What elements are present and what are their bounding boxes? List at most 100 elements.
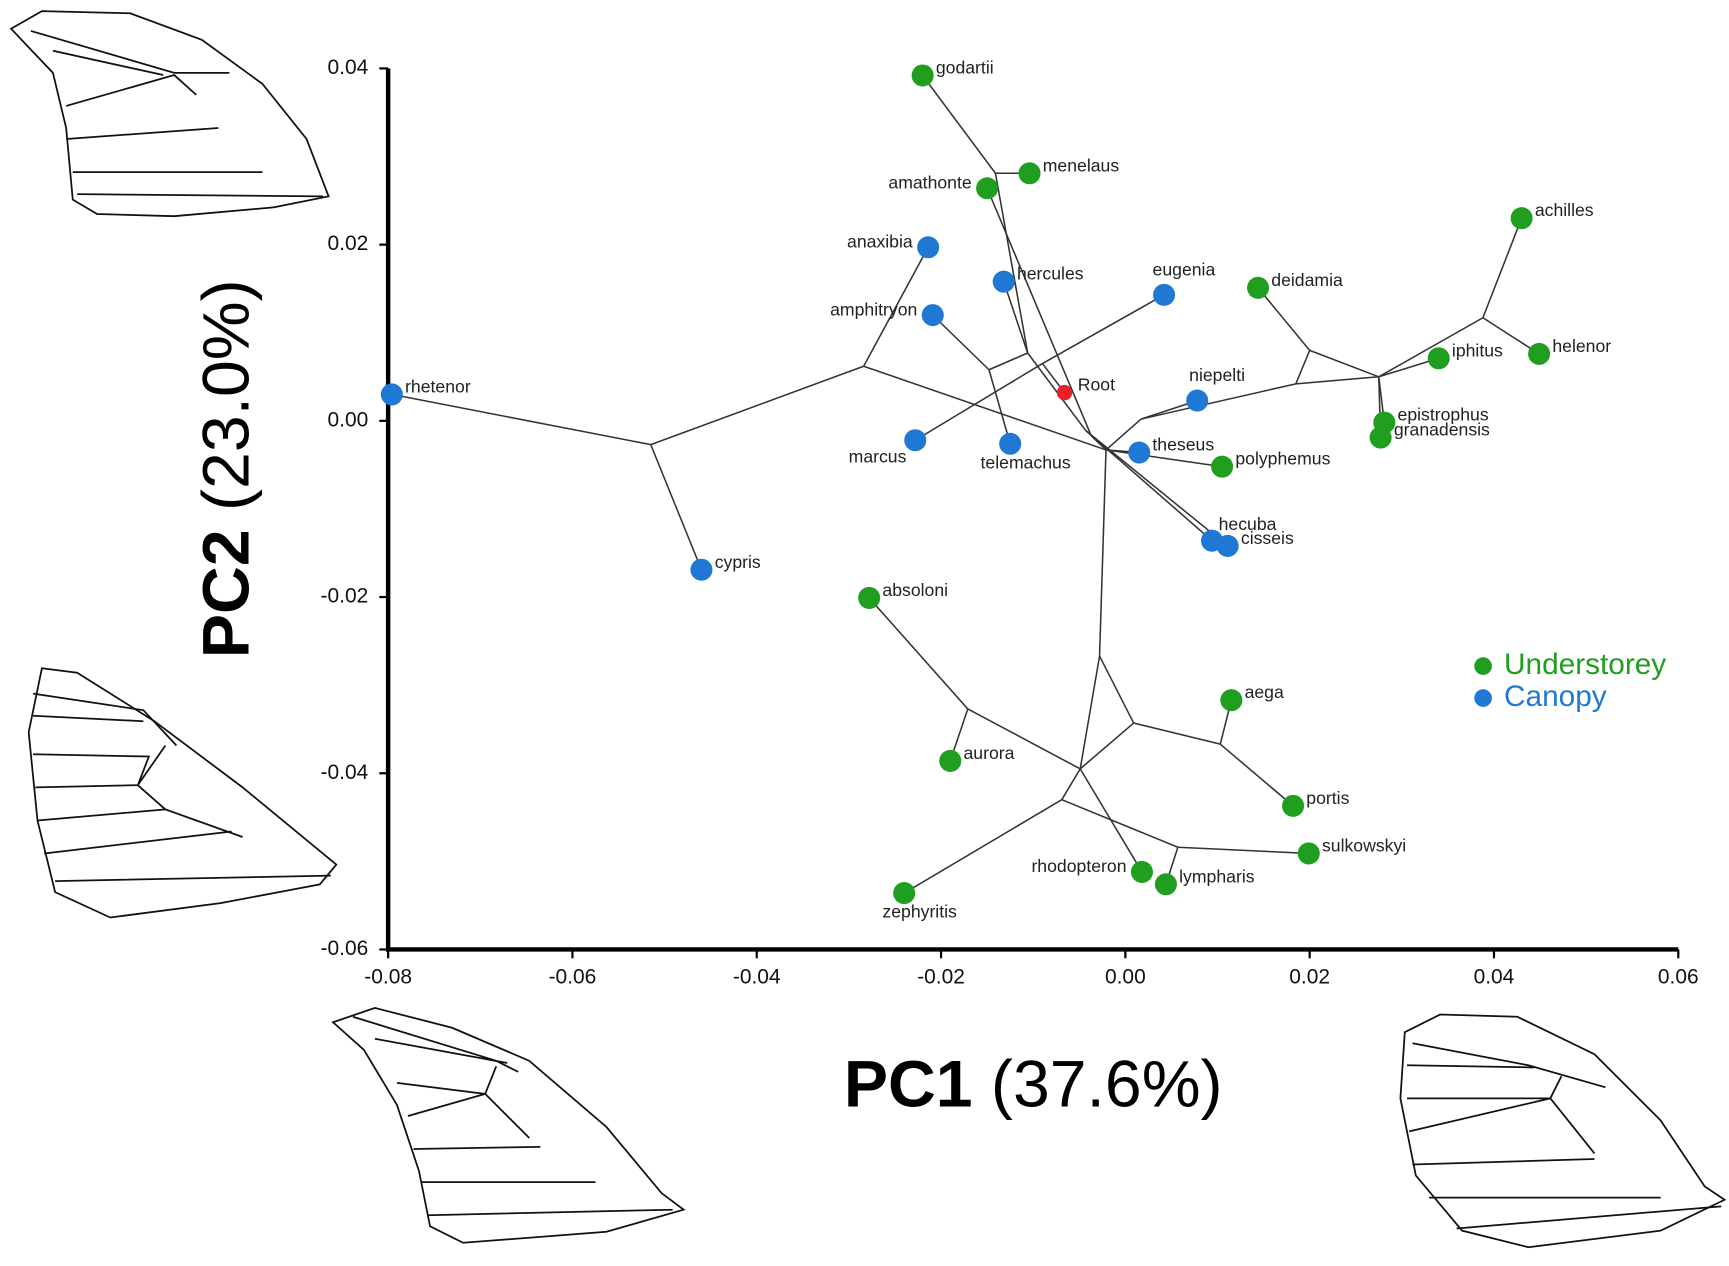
point-label: theseus [1152,435,1214,455]
tree-edge [1080,656,1099,769]
point-label: sulkowskyi [1322,835,1406,855]
point [690,559,712,581]
tree-edge [1220,744,1293,806]
point [912,64,934,86]
y-axis-title: PC2 (23.0%) [190,279,264,658]
tree-edge [651,445,702,570]
x-axis-title-rest: (37.6%) [991,1048,1223,1122]
point-label: godartii [936,58,994,78]
x-tick-label: -0.08 [364,966,412,989]
wing-drawing [333,1008,684,1243]
wing-drawing [11,11,329,216]
x-tick-label: 0.00 [1105,966,1146,989]
tree-edge [1004,282,1028,353]
point-label: cypris [715,552,761,572]
point-label: absoloni [882,580,948,600]
legend-marker [1474,657,1492,675]
y-tick-label: -0.04 [321,761,369,784]
point [1211,456,1233,478]
point [1217,535,1239,557]
point-label: niepelti [1189,365,1245,385]
point-label: aega [1245,682,1284,702]
tree-edge [1178,847,1309,853]
point [904,429,926,451]
wing-drawing [29,668,337,917]
wing-vein [33,694,331,881]
x-tick-label: -0.06 [549,966,597,989]
point-label: amphitryon [830,299,917,319]
point [1128,442,1150,464]
wing-drawing [1400,1015,1724,1248]
chart: -0.06-0.04-0.020.000.020.04-0.08-0.06-0.… [0,0,1729,1266]
wing-vein [31,31,323,196]
x-tick-label: -0.02 [917,966,965,989]
point [1018,162,1040,184]
tree-edge [1100,450,1106,656]
point [1298,842,1320,864]
tree-edge [989,353,1028,370]
point-label: rhodopteron [1031,856,1126,876]
tree-edge [1062,800,1178,848]
point-label: marcus [849,447,907,467]
point [1282,795,1304,817]
root-label: Root [1078,375,1115,395]
x-tick-label: -0.04 [733,966,781,989]
tree-edge [904,800,1062,893]
point [1247,277,1269,299]
point [976,177,998,199]
point [381,383,403,405]
point [1186,390,1208,412]
x-axis-title: PC1 (37.6%) [844,1048,1223,1122]
legend-label: Understorey [1504,648,1666,681]
point-label: rhetenor [405,376,471,396]
tree-edge [869,598,968,709]
y-tick-label: -0.02 [321,585,369,608]
point-label: portis [1306,788,1349,808]
tree-edge [1134,723,1221,744]
tree-edge [1258,288,1310,351]
y-tick-label: 0.04 [328,56,369,79]
point-label: aurora [964,743,1015,763]
point [993,271,1015,293]
tree-edge [1080,723,1133,769]
y-tick-label: 0.00 [328,408,369,431]
point [939,750,961,772]
point [1511,207,1533,229]
y-axis-title-bold: PC2 [190,529,264,658]
tree-edge [923,75,996,173]
tree-edge [651,366,864,444]
point [1155,873,1177,895]
point-label: hercules [1017,264,1084,284]
tree-edge [392,394,651,444]
point-label: menelaus [1043,155,1120,175]
tree-edge [1062,769,1080,800]
point-label: helenor [1552,336,1611,356]
wing-outline [11,11,329,216]
y-tick-label: -0.06 [321,937,369,960]
point-label: lympharis [1179,866,1255,886]
point-label: deidamia [1271,270,1343,290]
tree-edge [989,370,1010,444]
tree-edge [915,364,1042,441]
x-axis-title-bold: PC1 [844,1048,973,1122]
tree-edge [1100,656,1134,723]
point-label: granadensis [1394,420,1490,440]
tree-edge [987,188,1091,436]
point-label: telemachus [981,452,1071,472]
x-tick-label: 0.04 [1474,966,1515,989]
tree-edge [1296,377,1379,384]
y-axis-title-rest: (23.0%) [190,279,264,511]
point [1220,689,1242,711]
point [1370,427,1392,449]
wing-outline [333,1008,684,1243]
point-label: amathonte [888,172,971,192]
point [1131,861,1153,883]
tree-edge [933,315,989,370]
point [1528,343,1550,365]
point-label: zephyritis [882,902,957,922]
point [1428,347,1450,369]
tree-edge [1310,350,1379,376]
point-label: achilles [1535,200,1594,220]
tree-edge [1296,350,1310,383]
tree-edge [1483,218,1522,318]
